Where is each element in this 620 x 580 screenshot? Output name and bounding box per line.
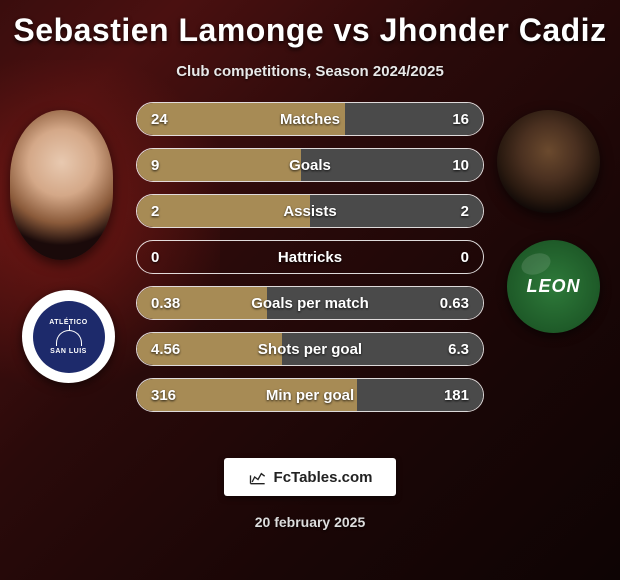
page-title: Sebastien Lamonge vs Jhonder Cadiz: [0, 12, 620, 49]
stat-value-right: 0.63: [423, 295, 483, 312]
stat-value-left: 0.38: [137, 295, 197, 312]
player-right-avatar: [497, 110, 600, 213]
stat-value-right: 16: [423, 111, 483, 128]
stat-value-left: 316: [137, 387, 197, 404]
club-left-bottom-text: SAN LUIS: [50, 348, 87, 355]
player-left-avatar: [10, 110, 113, 260]
stat-label: Assists: [197, 203, 423, 220]
subtitle: Club competitions, Season 2024/2025: [0, 63, 620, 80]
club-left-dome-icon: [56, 330, 82, 346]
date-text: 20 february 2025: [0, 514, 620, 530]
club-right-shine: [518, 249, 553, 278]
stat-value-right: 2: [423, 203, 483, 220]
stat-label: Matches: [197, 111, 423, 128]
stat-row: 9Goals10: [136, 148, 484, 182]
fctables-logo-icon: [248, 467, 268, 487]
comparison-arena: ATLÉTICO SAN LUIS LEON 24Matches169Goals…: [0, 102, 620, 432]
stat-label: Goals per match: [197, 295, 423, 312]
stat-row: 0Hattricks0: [136, 240, 484, 274]
content-wrapper: Sebastien Lamonge vs Jhonder Cadiz Club …: [0, 0, 620, 580]
stat-value-left: 2: [137, 203, 197, 220]
club-left-inner: ATLÉTICO SAN LUIS: [33, 301, 105, 373]
stat-value-right: 181: [423, 387, 483, 404]
stat-value-left: 0: [137, 249, 197, 266]
stat-row: 4.56Shots per goal6.3: [136, 332, 484, 366]
stat-label: Hattricks: [197, 249, 423, 266]
stat-value-right: 0: [423, 249, 483, 266]
branding-text: FcTables.com: [274, 469, 373, 486]
stat-value-left: 24: [137, 111, 197, 128]
club-left-badge: ATLÉTICO SAN LUIS: [22, 290, 115, 383]
stat-label: Goals: [197, 157, 423, 174]
stat-row: 316Min per goal181: [136, 378, 484, 412]
stat-value-left: 4.56: [137, 341, 197, 358]
stat-value-right: 10: [423, 157, 483, 174]
branding-box[interactable]: FcTables.com: [224, 458, 396, 496]
stat-row: 0.38Goals per match0.63: [136, 286, 484, 320]
club-right-badge: LEON: [507, 240, 600, 333]
stat-value-right: 6.3: [423, 341, 483, 358]
stat-row: 2Assists2: [136, 194, 484, 228]
stat-label: Min per goal: [197, 387, 423, 404]
stat-label: Shots per goal: [197, 341, 423, 358]
stat-row: 24Matches16: [136, 102, 484, 136]
stats-column: 24Matches169Goals102Assists20Hattricks00…: [136, 102, 484, 412]
club-right-text: LEON: [526, 276, 580, 297]
stat-value-left: 9: [137, 157, 197, 174]
